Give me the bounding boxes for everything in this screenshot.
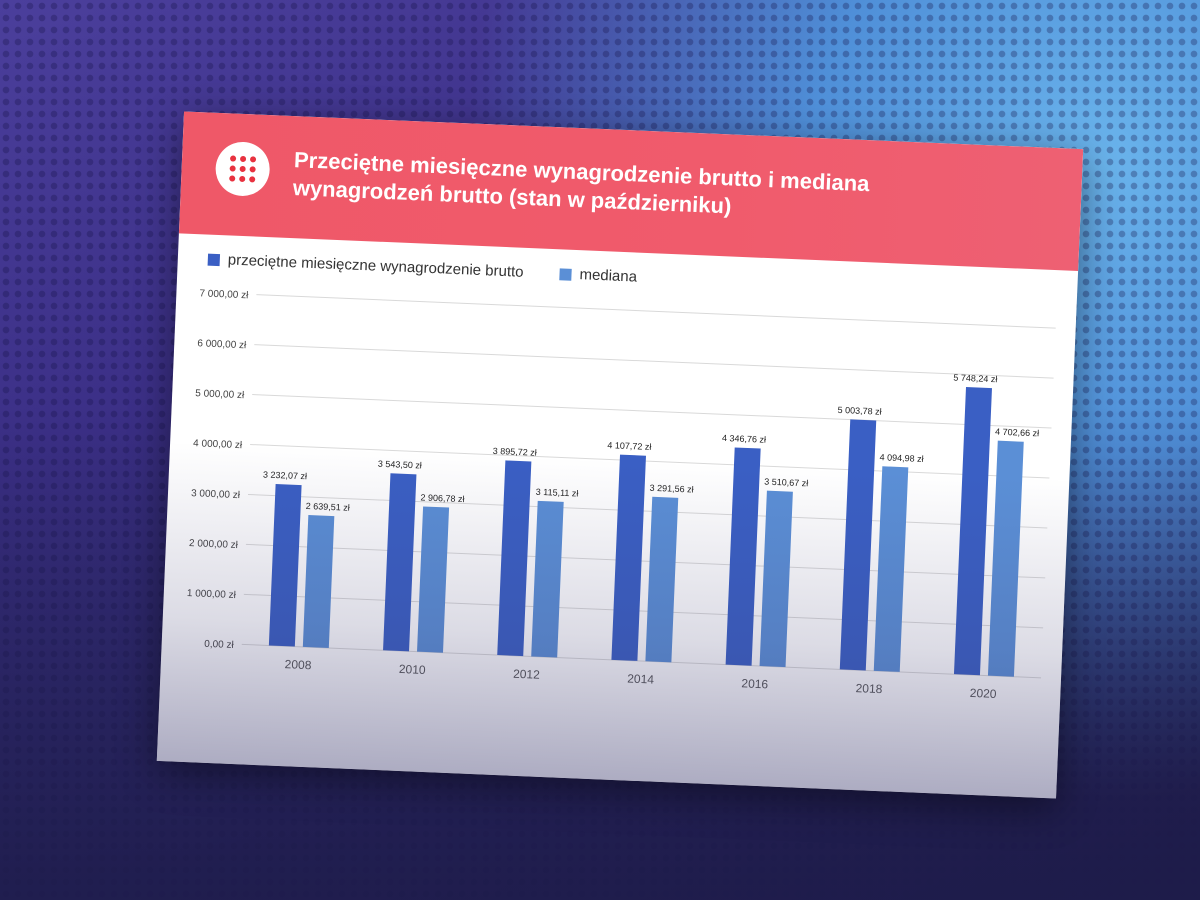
legend-item-median: mediana xyxy=(559,265,638,286)
bar-mean xyxy=(497,460,532,657)
y-tick-label: 6 000,00 zł xyxy=(197,338,247,351)
x-tick-label: 2008 xyxy=(284,657,312,672)
gridline xyxy=(252,394,1052,429)
data-label: 4 346,76 zł xyxy=(722,433,766,445)
legend-swatch-mean xyxy=(207,253,221,266)
chart-title: Przeciętne miesięczne wynagrodzenie brut… xyxy=(292,146,1054,234)
y-tick-label: 7 000,00 zł xyxy=(199,288,249,301)
gridline xyxy=(241,643,1042,679)
x-tick-label: 2010 xyxy=(399,662,427,677)
bar-median xyxy=(645,496,679,663)
y-tick-label: 1 000,00 zł xyxy=(187,588,237,601)
legend: przeciętne miesięczne wynagrodzenie brut… xyxy=(207,251,637,286)
data-label: 5 003,78 zł xyxy=(837,405,881,417)
legend-label-mean: przeciętne miesięczne wynagrodzenie brut… xyxy=(227,251,524,281)
chart-card: Przeciętne miesięczne wynagrodzenie brut… xyxy=(156,111,1084,799)
title-banner: Przeciętne miesięczne wynagrodzenie brut… xyxy=(178,111,1084,272)
y-tick-label: 0,00 zł xyxy=(204,639,235,651)
bar-chart: 0,00 zł 1 000,00 zł 2 000,00 zł 3 000,00 zł… xyxy=(187,288,1056,701)
gridline xyxy=(256,294,1056,329)
gridline xyxy=(243,593,1044,629)
bar-median xyxy=(987,440,1024,677)
bar-mean xyxy=(611,454,646,661)
legend-label-median: mediana xyxy=(579,266,638,286)
x-tick-label: 2020 xyxy=(970,686,998,701)
data-label: 3 232,07 zł xyxy=(263,469,307,481)
legend-item-mean: przeciętne miesięczne wynagrodzenie brut… xyxy=(207,251,524,281)
bar-mean xyxy=(725,447,761,666)
y-tick-label: 3 000,00 zł xyxy=(191,488,241,501)
data-label: 2 639,51 zł xyxy=(306,501,350,513)
bar-mean xyxy=(953,387,992,676)
dot-grid-logo-icon xyxy=(214,140,271,198)
bar-median xyxy=(873,466,909,672)
data-label: 4 702,66 zł xyxy=(995,427,1039,439)
y-tick-label: 5 000,00 zł xyxy=(195,388,245,401)
bar-mean xyxy=(383,473,417,652)
bar-median xyxy=(759,490,793,668)
data-label: 3 115,11 zł xyxy=(536,487,579,499)
data-label: 3 291,56 zł xyxy=(649,483,693,495)
bar-median xyxy=(417,506,450,653)
bar-mean xyxy=(268,484,302,647)
x-tick-label: 2018 xyxy=(855,681,883,696)
gridline xyxy=(250,444,1050,479)
gridline xyxy=(248,493,1048,529)
data-label: 3 543,50 zł xyxy=(378,459,422,471)
data-label: 4 094,98 zł xyxy=(879,452,923,464)
bar-median xyxy=(531,500,564,658)
bar-mean xyxy=(839,419,877,671)
bar-median xyxy=(302,515,335,648)
gridline xyxy=(254,344,1054,379)
data-label: 5 748,24 zł xyxy=(953,372,997,384)
data-label: 2 906,78 zł xyxy=(420,492,464,504)
data-label: 3 895,72 zł xyxy=(493,446,537,458)
x-tick-label: 2012 xyxy=(513,667,541,682)
x-tick-label: 2014 xyxy=(627,672,655,687)
legend-swatch-median xyxy=(559,267,572,281)
x-tick-label: 2016 xyxy=(741,676,769,691)
y-tick-label: 4 000,00 zł xyxy=(193,438,243,451)
gridline xyxy=(245,543,1046,579)
y-tick-label: 2 000,00 zł xyxy=(189,538,239,551)
data-label: 4 107,72 zł xyxy=(607,440,651,452)
data-label: 3 510,67 zł xyxy=(764,477,808,489)
